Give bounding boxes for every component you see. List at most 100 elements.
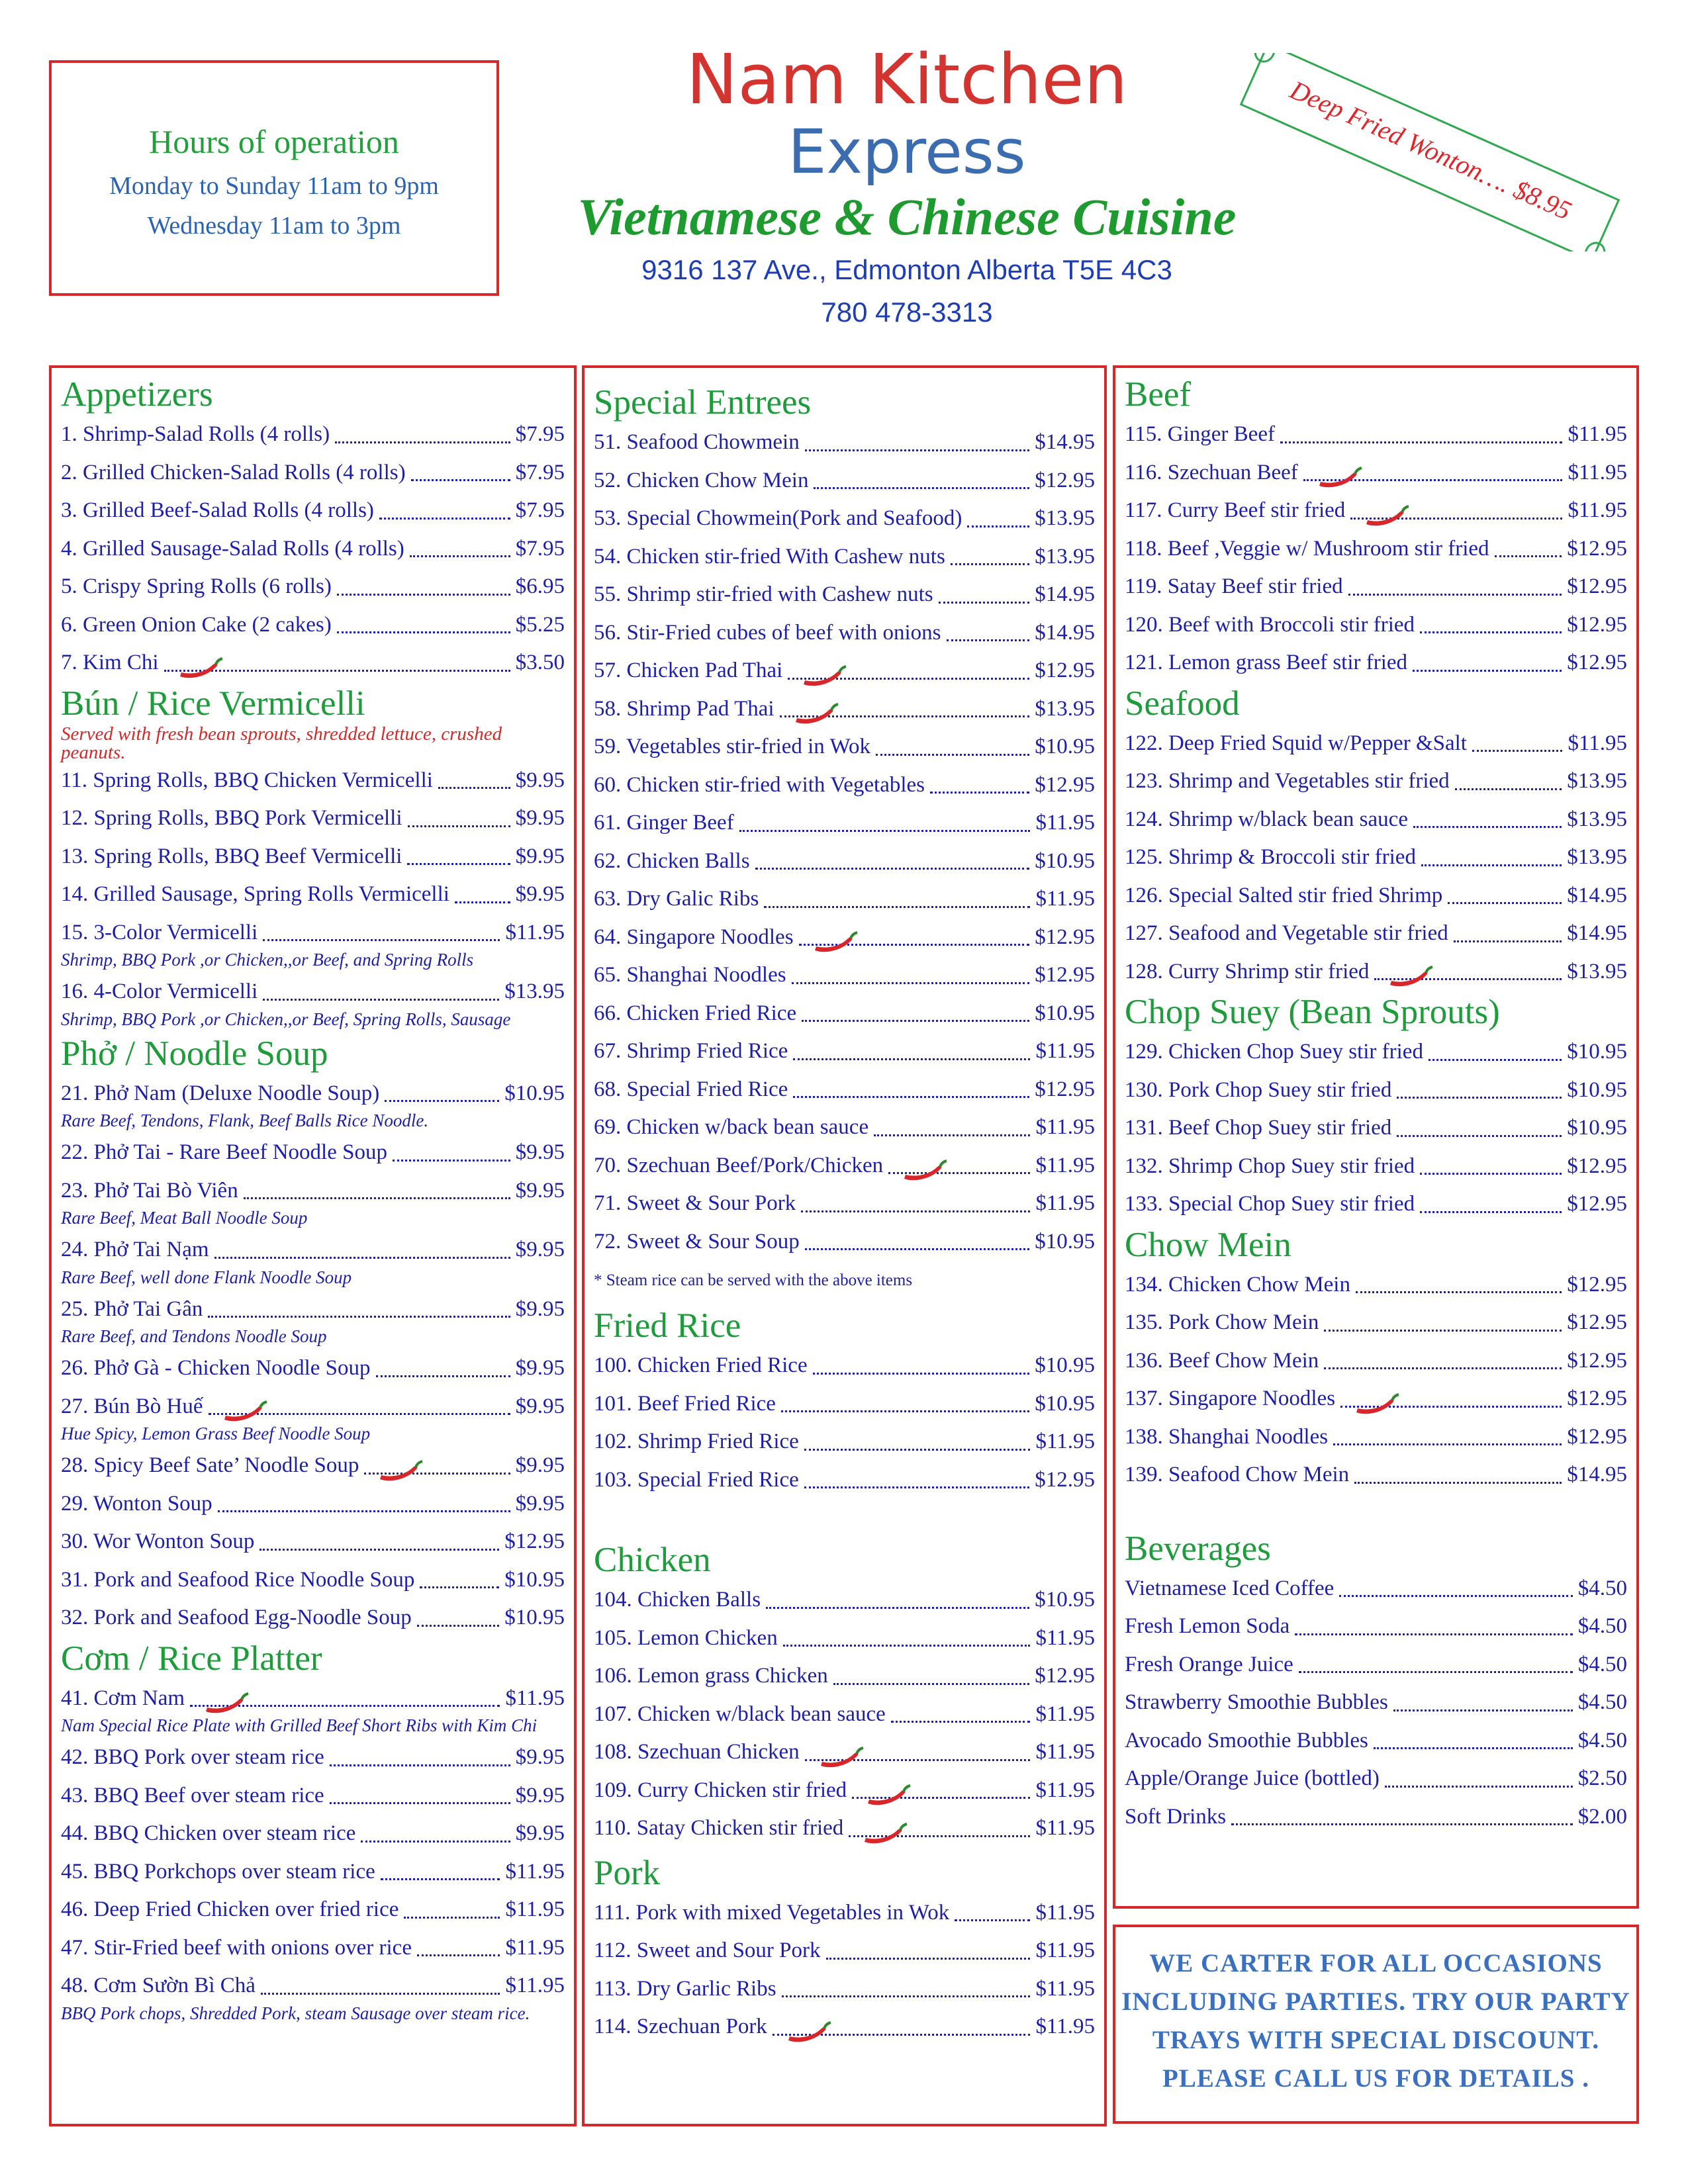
item-price: $11.95 bbox=[1568, 422, 1627, 446]
menu-column: Special Entrees 51. Seafood Chowmein $14.9… bbox=[582, 365, 1107, 2126]
menu-item: 129. Chicken Chop Suey stir fried $10.95 bbox=[1125, 1033, 1627, 1071]
item-price: $3.50 bbox=[515, 651, 565, 674]
item-price: $11.95 bbox=[1035, 1115, 1095, 1139]
item-name: Fresh Orange Juice bbox=[1125, 1652, 1293, 1676]
leader bbox=[772, 2021, 1031, 2042]
item-price: $11.95 bbox=[1035, 1153, 1095, 1177]
item-name: 52. Chicken Chow Mein bbox=[594, 468, 809, 492]
cuisine: Vietnamese & Chinese Cuisine bbox=[577, 188, 1237, 246]
item-name: 23. Phở Tai Bò Viên bbox=[61, 1178, 238, 1203]
menu-item: 102. Shrimp Fried Rice $11.95 bbox=[594, 1423, 1095, 1461]
menu-item: 71. Sweet & Sour Pork $11.95 bbox=[594, 1185, 1095, 1223]
leader bbox=[938, 601, 1030, 604]
item-name: 103. Special Fried Rice bbox=[594, 1467, 799, 1492]
item-name: 66. Chicken Fried Rice bbox=[594, 1001, 797, 1025]
item-name: 110. Satay Chicken stir fried bbox=[594, 1816, 844, 1840]
leader bbox=[1397, 1134, 1562, 1137]
menu-item: 116. Szechuan Beef $11.95 bbox=[1125, 454, 1627, 492]
item-name: 57. Chicken Pad Thai bbox=[594, 659, 783, 682]
menu-column: Beef 115. Ginger Beef $11.95 116. Szechuan … bbox=[1113, 365, 1639, 1909]
item-name: 11. Spring Rolls, BBQ Chicken Vermicelli bbox=[61, 768, 433, 792]
item-name: 24. Phở Tai Nạm bbox=[61, 1238, 209, 1261]
item-name: 32. Pork and Seafood Egg-Noodle Soup bbox=[61, 1606, 412, 1629]
leader bbox=[755, 868, 1030, 870]
item-name: 45. BBQ Porkchops over steam rice bbox=[61, 1859, 375, 1884]
item-price: $9.95 bbox=[515, 806, 565, 830]
menu-item: 109. Curry Chicken stir fried $11.95 bbox=[594, 1772, 1095, 1810]
item-price: $12.95 bbox=[1035, 963, 1095, 987]
menu-item: 46. Deep Fried Chicken over fried rice $1… bbox=[61, 1891, 565, 1929]
leader bbox=[1428, 1058, 1562, 1061]
leader bbox=[407, 863, 510, 865]
menu-item: 56. Stir-Fried cubes of beef with onions… bbox=[594, 614, 1095, 653]
leader bbox=[1413, 826, 1562, 828]
menu-item: 100. Chicken Fried Rice $10.95 bbox=[594, 1347, 1095, 1385]
item-note: Nam Special Rice Plate with Grilled Beef… bbox=[61, 1715, 538, 1735]
menu-item: 103. Special Fried Rice $12.95 bbox=[594, 1461, 1095, 1500]
menu-item: 28. Spicy Beef Sate’ Noodle Soup $9.95 bbox=[61, 1447, 565, 1485]
item-name: 58. Shrimp Pad Thai bbox=[594, 696, 774, 721]
hours-title: Hours of operation bbox=[149, 123, 399, 160]
menu-item: 105. Lemon Chicken $11.95 bbox=[594, 1619, 1095, 1658]
item-name: Avocado Smoothie Bubbles bbox=[1125, 1728, 1368, 1752]
spicy-icon bbox=[868, 1784, 911, 1805]
leader bbox=[1280, 441, 1563, 443]
leader bbox=[407, 825, 510, 827]
item-name: 130. Pork Chop Suey stir fried bbox=[1125, 1077, 1392, 1102]
item-name: 7. Kim Chi bbox=[61, 651, 159, 674]
item-price: $13.95 bbox=[1567, 959, 1627, 983]
menu-item: 130. Pork Chop Suey stir fried $10.95 bbox=[1125, 1071, 1627, 1110]
item-name: 1. Shrimp-Salad Rolls (4 rolls) bbox=[61, 422, 330, 446]
menu-item: 65. Shanghai Noodles $12.95 bbox=[594, 956, 1095, 995]
item-price: $11.95 bbox=[1035, 1625, 1095, 1650]
item-price: $12.95 bbox=[1035, 1664, 1095, 1688]
menu-item: 6. Green Onion Cake (2 cakes) $5.25 bbox=[61, 606, 565, 645]
item-price: $13.95 bbox=[504, 979, 565, 1003]
spicy-icon bbox=[1366, 504, 1409, 525]
leader bbox=[1350, 504, 1563, 525]
item-name: 48. Cơm Sườn Bì Chả bbox=[61, 1974, 256, 1997]
item-price: $9.95 bbox=[515, 768, 565, 792]
menu-item: 128. Curry Shrimp stir fried $13.95 bbox=[1125, 953, 1627, 991]
menu-item: 11. Spring Rolls, BBQ Chicken Vermicelli… bbox=[61, 762, 565, 800]
item-price: $11.95 bbox=[1568, 498, 1627, 522]
item-name: 117. Curry Beef stir fried bbox=[1125, 498, 1346, 522]
item-price: $11.95 bbox=[1035, 1900, 1095, 1925]
item-price: $6.95 bbox=[515, 574, 565, 598]
menu-item: 44. BBQ Chicken over steam rice $9.95 bbox=[61, 1815, 565, 1853]
item-name: 122. Deep Fried Squid w/Pepper &Salt bbox=[1125, 731, 1467, 755]
menu-item: 134. Chicken Chow Mein $12.95 bbox=[1125, 1266, 1627, 1304]
spicy-icon bbox=[1356, 1392, 1399, 1414]
item-name: 51. Seafood Chowmein bbox=[594, 430, 800, 454]
menu-item: 42. BBQ Pork over steam rice $9.95 bbox=[61, 1739, 565, 1777]
item-name: 127. Seafood and Vegetable stir fried bbox=[1125, 921, 1448, 945]
item-price: $4.50 bbox=[1577, 1652, 1627, 1676]
item-price: $9.95 bbox=[515, 1356, 565, 1380]
item-price: $11.95 bbox=[1035, 887, 1095, 911]
menu-item: Fresh Orange Juice $4.50 bbox=[1125, 1646, 1627, 1684]
menu-item: 22. Phở Tai - Rare Beef Noodle Soup $9.95 bbox=[61, 1134, 565, 1172]
restaurant-subtitle: Express bbox=[788, 116, 1026, 187]
item-price: $14.95 bbox=[1567, 1463, 1627, 1486]
menu-item: Avocado Smoothie Bubbles $4.50 bbox=[1125, 1722, 1627, 1760]
spicy-icon bbox=[380, 1459, 423, 1480]
menu-item: 67. Shrimp Fried Rice $11.95 bbox=[594, 1032, 1095, 1071]
leader bbox=[410, 479, 510, 481]
item-price: $11.95 bbox=[1035, 1039, 1095, 1063]
item-name: 132. Shrimp Chop Suey stir fried bbox=[1125, 1154, 1415, 1178]
leader bbox=[793, 1096, 1030, 1098]
catering-line: PLEASE CALL US FOR DETAILS . bbox=[1162, 2064, 1589, 2093]
menu-item: Apple/Orange Juice (bottled) $2.50 bbox=[1125, 1760, 1627, 1798]
leader bbox=[852, 1784, 1031, 1805]
leader bbox=[243, 1197, 510, 1199]
leader bbox=[260, 1992, 500, 1995]
leader bbox=[1373, 1747, 1573, 1749]
leader bbox=[392, 1159, 510, 1161]
leader bbox=[764, 905, 1031, 908]
leader bbox=[825, 1957, 1031, 1960]
menu-item: 69. Chicken w/back bean sauce $11.95 bbox=[594, 1109, 1095, 1147]
item-price: $10.95 bbox=[1035, 848, 1095, 873]
item-price: $10.95 bbox=[1035, 1391, 1095, 1416]
leader bbox=[1454, 788, 1562, 790]
menu-item: 26. Phở Gà - Chicken Noodle Soup $9.95 bbox=[61, 1349, 565, 1388]
